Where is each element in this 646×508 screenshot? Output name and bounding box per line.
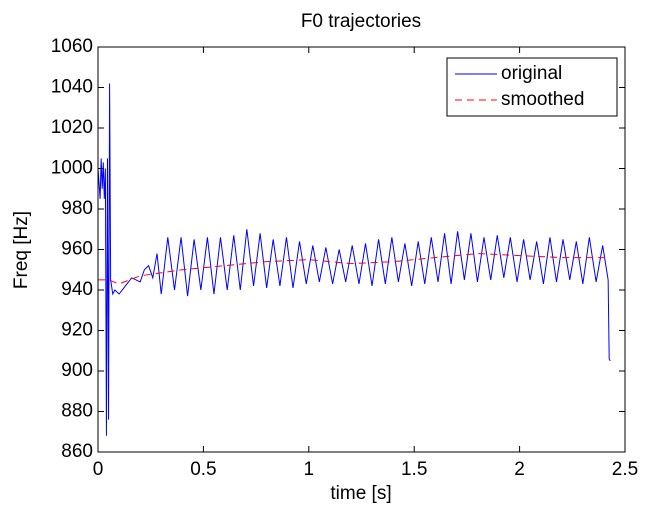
y-tick-label: 1020 (51, 117, 93, 138)
legend-box (446, 57, 618, 117)
y-tick-label: 860 (61, 441, 93, 462)
data-line (97, 83, 611, 436)
y-tick-label: 1000 (51, 158, 93, 179)
data-line (98, 253, 609, 285)
y-tick-label: 880 (61, 401, 93, 422)
y-tick-label: 920 (61, 320, 93, 341)
x-tick-label: 1.5 (401, 459, 427, 480)
x-axis-label: time [s] (330, 483, 391, 504)
y-tick-label: 960 (61, 239, 93, 260)
y-axis-label: Freq [Hz] (11, 211, 32, 289)
y-tick-label: 980 (61, 198, 93, 219)
legend-label: original (501, 63, 562, 84)
x-tick-label: 0.5 (190, 459, 216, 480)
x-tick-label: 0 (93, 459, 104, 480)
y-tick-label: 900 (61, 360, 93, 381)
x-tick-label: 1 (304, 459, 315, 480)
chart-title: F0 trajectories (301, 11, 421, 32)
y-tick-label: 1040 (51, 77, 93, 98)
x-tick-label: 2.5 (612, 459, 638, 480)
legend-label: smoothed (501, 89, 584, 110)
y-tick-label: 940 (61, 279, 93, 300)
plot-frame (97, 46, 626, 453)
x-tick-label: 2 (514, 459, 525, 480)
y-tick-label: 1060 (51, 36, 93, 57)
